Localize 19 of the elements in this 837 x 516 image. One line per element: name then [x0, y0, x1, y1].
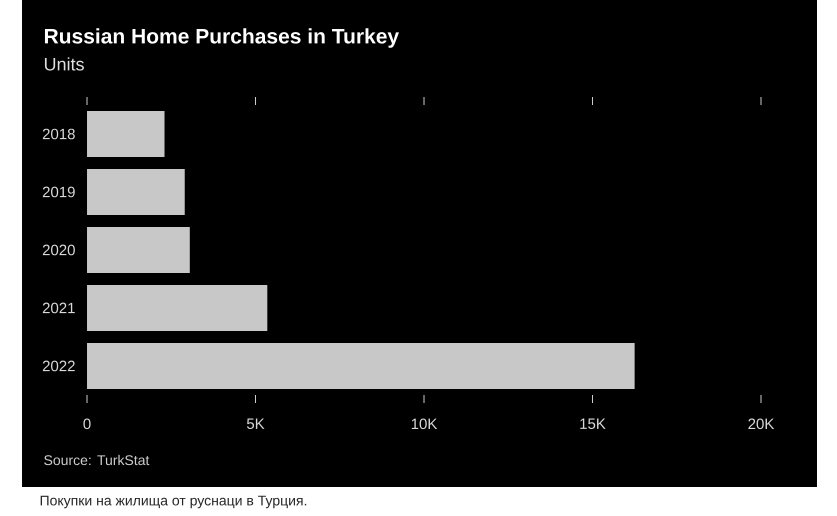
y-tick-label: 2020 [42, 244, 75, 256]
chart-subtitle: Units [44, 57, 84, 71]
bar [87, 227, 190, 273]
y-tick-label: 2022 [42, 360, 75, 372]
x-tick-label: 20K [748, 418, 774, 430]
x-tick-label: 10K [412, 418, 438, 430]
chart-title: Russian Home Purchases in Turkey [44, 28, 399, 48]
bar [87, 342, 635, 389]
y-tick-label: 2018 [42, 128, 75, 140]
x-tick-label: 5K [246, 418, 265, 429]
source-note: Source: TurkStat [44, 454, 150, 466]
bar [87, 111, 165, 157]
x-tick-label: 15K [580, 418, 606, 429]
y-tick-label: 2021 [42, 302, 75, 314]
text: Покупки на жилища от руснаци в Турция. [40, 496, 306, 508]
y-tick-label: 2019 [42, 186, 75, 198]
bar [87, 169, 185, 215]
x-tick-label: 0 [83, 418, 91, 430]
bar [87, 284, 268, 331]
